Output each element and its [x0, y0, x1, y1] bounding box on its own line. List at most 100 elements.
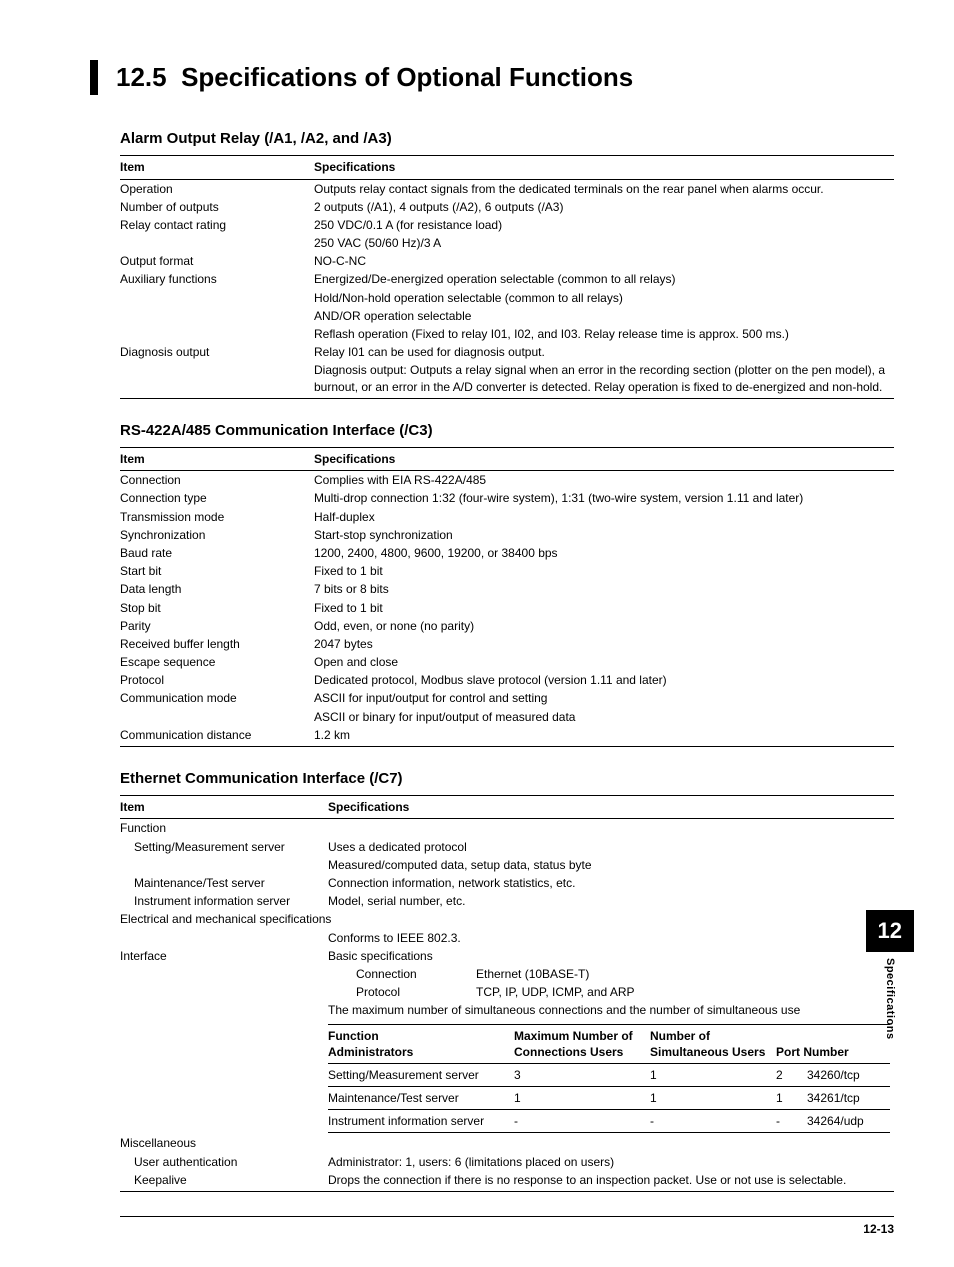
side-tab-label: Specifications [882, 958, 897, 1040]
item: Function [120, 819, 328, 838]
h: Port Number [776, 1045, 849, 1059]
spec: 7 bits or 8 bits [314, 580, 894, 598]
col-spec-header: Specifications [314, 156, 894, 179]
cell: 34260/tcp [807, 1063, 890, 1086]
item: Start bit [120, 562, 314, 580]
cell: - [776, 1110, 807, 1133]
side-tab: 12 Specifications [866, 910, 914, 1039]
spec: Start-stop synchronization [314, 526, 894, 544]
spec: Odd, even, or none (no parity) [314, 617, 894, 635]
spec: Multi-drop connection 1:32 (four-wire sy… [314, 489, 894, 507]
key: Protocol [356, 984, 446, 1000]
chapter-heading: Specifications of Optional Functions [181, 62, 633, 92]
item: Stop bit [120, 599, 314, 617]
spec: Open and close [314, 653, 894, 671]
spec: Basic specifications [328, 947, 894, 965]
item: Data length [120, 580, 314, 598]
item: Synchronization [120, 526, 314, 544]
spec: Drops the connection if there is no resp… [328, 1171, 894, 1192]
connections-table: FunctionAdministrators Maximum Number of… [328, 1024, 890, 1134]
spec: Connection information, network statisti… [328, 874, 894, 892]
h: Simultaneous Users [650, 1045, 765, 1059]
section-title-ethernet: Ethernet Communication Interface (/C7) [120, 769, 894, 789]
spec: The maximum number of simultaneous conne… [328, 1001, 894, 1019]
spec: 1.2 km [314, 726, 894, 747]
cell: 1 [650, 1063, 776, 1086]
val: Ethernet (10BASE-T) [476, 966, 589, 982]
item: Parity [120, 617, 314, 635]
item: Transmission mode [120, 508, 314, 526]
cell: Instrument information server [328, 1110, 514, 1133]
spec: AND/OR operation selectable [314, 307, 894, 325]
spec: Uses a dedicated protocol [328, 838, 894, 856]
spec: 1200, 2400, 4800, 9600, 19200, or 38400 … [314, 544, 894, 562]
h: Number of [650, 1029, 710, 1043]
item: Number of outputs [120, 198, 314, 216]
item: Miscellaneous [120, 1134, 328, 1152]
item: Diagnosis output [120, 343, 314, 361]
spec: ASCII or binary for input/output of meas… [314, 708, 894, 726]
spec: Dedicated protocol, Modbus slave protoco… [314, 671, 894, 689]
cell: 34261/tcp [807, 1087, 890, 1110]
spec: Relay I01 can be used for diagnosis outp… [314, 343, 894, 361]
chapter-number: 12.5 [116, 62, 167, 92]
item: Received buffer length [120, 635, 314, 653]
side-tab-number: 12 [866, 910, 914, 952]
cell: - [514, 1110, 650, 1133]
cell: 1 [514, 1087, 650, 1110]
item: Interface [120, 947, 328, 965]
item: Output format [120, 252, 314, 270]
item: Electrical and mechanical specifications [120, 910, 894, 928]
key: Connection [356, 966, 446, 982]
cell: 3 [514, 1063, 650, 1086]
col-item-header: Item [120, 796, 328, 819]
col-item-header: Item [120, 448, 314, 471]
item: Relay contact rating [120, 216, 314, 234]
spec: Hold/Non-hold operation selectable (comm… [314, 289, 894, 307]
cell: Setting/Measurement server [328, 1063, 514, 1086]
alarm-table: Item Specifications OperationOutputs rel… [120, 155, 894, 398]
item: Communication distance [120, 726, 314, 747]
spec: 250 VAC (50/60 Hz)/3 A [314, 234, 894, 252]
item: Connection [120, 471, 314, 490]
item: Auxiliary functions [120, 270, 314, 288]
section-title-rs422: RS-422A/485 Communication Interface (/C3… [120, 421, 894, 441]
val: TCP, IP, UDP, ICMP, and ARP [476, 984, 635, 1000]
spec: Diagnosis output: Outputs a relay signal… [314, 361, 894, 398]
item: Protocol [120, 671, 314, 689]
col-item-header: Item [120, 156, 314, 179]
col-spec-header: Specifications [328, 796, 894, 819]
item: Setting/Measurement server [120, 838, 328, 856]
item: Connection type [120, 489, 314, 507]
spec: NO-C-NC [314, 252, 894, 270]
cell: - [650, 1110, 776, 1133]
item: Communication mode [120, 689, 314, 707]
item: Maintenance/Test server [120, 874, 328, 892]
h: Maximum Number of [514, 1029, 633, 1043]
spec: Complies with EIA RS-422A/485 [314, 471, 894, 490]
h: Function [328, 1029, 379, 1043]
page-footer: 12-13 [120, 1216, 894, 1237]
cell: 1 [650, 1087, 776, 1110]
chapter-title: 12.5 Specifications of Optional Function… [90, 60, 894, 95]
spec: Energized/De-energized operation selecta… [314, 270, 894, 288]
spec: Reflash operation (Fixed to relay I01, I… [314, 325, 894, 343]
spec: Outputs relay contact signals from the d… [314, 179, 894, 198]
item: Operation [120, 179, 314, 198]
spec: Measured/computed data, setup data, stat… [328, 856, 894, 874]
spec: Model, serial number, etc. [328, 892, 894, 910]
rs422-table: Item Specifications ConnectionComplies w… [120, 447, 894, 747]
cell: 1 [776, 1087, 807, 1110]
section-title-alarm: Alarm Output Relay (/A1, /A2, and /A3) [120, 129, 894, 149]
ethernet-table: Item Specifications Function Setting/Mea… [120, 795, 894, 1192]
col-spec-header: Specifications [314, 448, 894, 471]
spec: Administrator: 1, users: 6 (limitations … [328, 1153, 894, 1171]
item: Instrument information server [120, 892, 328, 910]
spec: Fixed to 1 bit [314, 562, 894, 580]
spec: Fixed to 1 bit [314, 599, 894, 617]
item: Baud rate [120, 544, 314, 562]
h: Connections Users [514, 1045, 623, 1059]
cell: Maintenance/Test server [328, 1087, 514, 1110]
spec: Conforms to IEEE 802.3. [328, 929, 894, 947]
item: Escape sequence [120, 653, 314, 671]
